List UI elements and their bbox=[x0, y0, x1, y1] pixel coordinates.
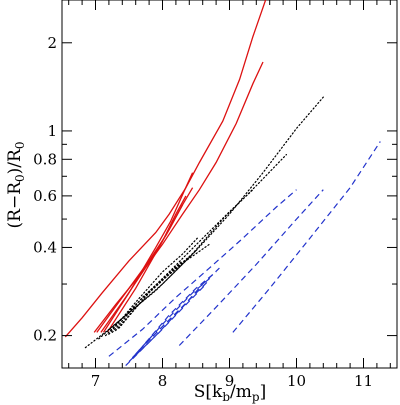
y-axis-label-open: (R−R bbox=[5, 181, 25, 229]
series-layer bbox=[64, 0, 381, 367]
dotted-series-line-10 bbox=[108, 237, 198, 335]
y-tick-labels: 0.2 0.4 0.6 0.8 1 2 bbox=[33, 34, 57, 345]
dotted-series-line-9 bbox=[105, 189, 254, 337]
x-tick-label: 8 bbox=[158, 372, 168, 390]
y-tick-label: 0.6 bbox=[33, 187, 57, 205]
dashed-series-line-20 bbox=[135, 275, 214, 355]
x-axis-label-base: S[k bbox=[194, 382, 223, 402]
y-tick-label: 2 bbox=[47, 34, 57, 52]
plot-frame bbox=[61, 0, 398, 369]
x-axis-label-mid: /m bbox=[230, 382, 252, 402]
dashed-series-line-15 bbox=[178, 189, 324, 346]
dotted-series-line-8 bbox=[98, 154, 287, 340]
x-tick-label: 7 bbox=[91, 372, 101, 390]
dashed-series-line-19 bbox=[131, 279, 210, 359]
dashed-series-line-21 bbox=[138, 271, 217, 351]
dashed-series-line-16 bbox=[108, 189, 297, 357]
solid-series-line-5 bbox=[102, 172, 194, 333]
x-axis-label-sub-b: b bbox=[222, 390, 230, 404]
x-tick-label: 11 bbox=[354, 372, 373, 390]
x-tick-label: 10 bbox=[287, 372, 306, 390]
solid-series-line-2 bbox=[93, 61, 264, 333]
dotted-series-line-13 bbox=[118, 243, 210, 329]
y-tick-label: 1 bbox=[47, 122, 57, 140]
x-axis-label-sub-p: p bbox=[252, 390, 260, 404]
y-axis-label-sub-0a: 0 bbox=[13, 174, 27, 182]
dashed-series-line-18 bbox=[128, 283, 207, 363]
solid-series-line-6 bbox=[107, 195, 187, 333]
tick-layer bbox=[62, 0, 397, 368]
x-tick-label: 9 bbox=[225, 372, 235, 390]
y-axis-label-sub-0b: 0 bbox=[13, 142, 27, 150]
x-tick-labels: 7 8 9 10 11 bbox=[91, 372, 373, 390]
solid-series-line-4 bbox=[100, 204, 184, 333]
x-axis-label: S[kb/mp] bbox=[194, 382, 266, 404]
y-axis-label: (R−R0)/R0 bbox=[5, 142, 27, 229]
y-axis-label-mid: )/R bbox=[5, 148, 25, 174]
y-tick-label: 0.8 bbox=[33, 150, 57, 168]
dashed-series-line-14 bbox=[232, 141, 381, 333]
y-tick-label: 0.2 bbox=[33, 327, 57, 345]
solid-series-line-1 bbox=[64, 0, 267, 338]
x-axis-label-end: ] bbox=[260, 382, 267, 402]
y-tick-label: 0.4 bbox=[33, 238, 57, 256]
